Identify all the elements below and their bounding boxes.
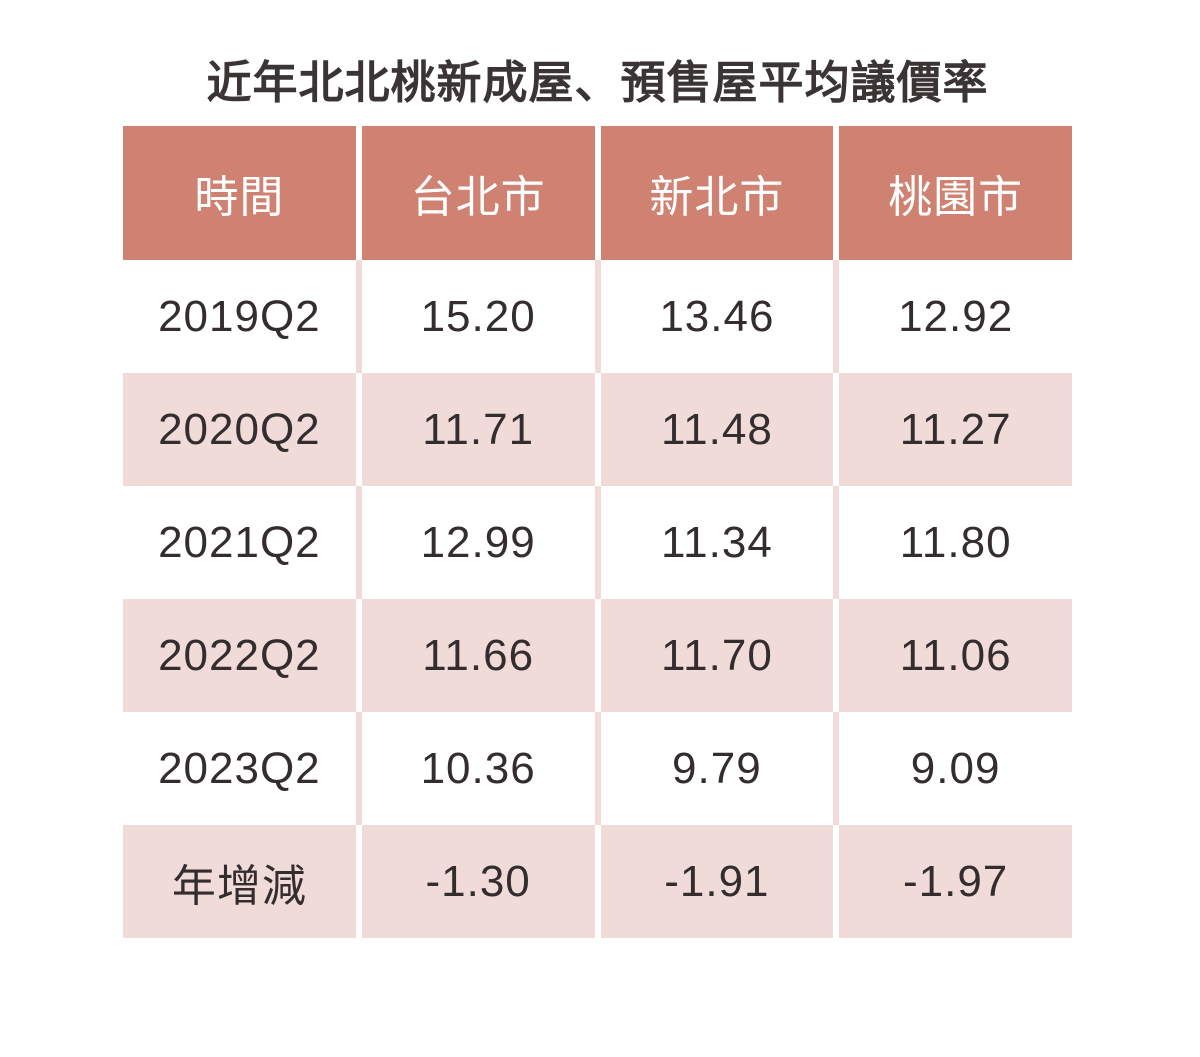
value-cell: -1.97 [839, 825, 1072, 938]
value-cell: 11.71 [361, 373, 595, 486]
value-cell: 15.20 [361, 260, 595, 373]
header-cell-taoyuan: 桃園市 [839, 126, 1072, 260]
row-label: 2020Q2 [123, 373, 356, 486]
negotiation-rate-table: 時間 台北市 新北市 桃園市 2019Q2 15.20 13.46 12.92 … [123, 126, 1072, 938]
row-label: 2021Q2 [123, 486, 356, 599]
value-cell: 11.48 [600, 373, 834, 486]
value-cell: 11.06 [839, 599, 1072, 712]
value-cell: 10.36 [361, 712, 595, 825]
page-title: 近年北北桃新成屋、預售屋平均議價率 [206, 57, 989, 108]
table-header-row: 時間 台北市 新北市 桃園市 [123, 126, 1072, 260]
table-row-2020q2: 2020Q2 11.71 11.48 11.27 [123, 373, 1072, 486]
value-cell: -1.30 [361, 825, 595, 938]
table-row-2019q2: 2019Q2 15.20 13.46 12.92 [123, 260, 1072, 373]
row-label: 2023Q2 [123, 712, 356, 825]
header-cell-time: 時間 [123, 126, 356, 260]
value-cell: 11.66 [361, 599, 595, 712]
value-cell: 9.79 [600, 712, 834, 825]
row-label: 2022Q2 [123, 599, 356, 712]
value-cell: 11.70 [600, 599, 834, 712]
value-cell: -1.91 [600, 825, 834, 938]
value-cell: 13.46 [600, 260, 834, 373]
header-cell-newtaipei: 新北市 [600, 126, 834, 260]
value-cell: 9.09 [839, 712, 1072, 825]
value-cell: 12.99 [361, 486, 595, 599]
value-cell: 11.34 [600, 486, 834, 599]
table-row-2023q2: 2023Q2 10.36 9.79 9.09 [123, 712, 1072, 825]
table-figure: 近年北北桃新成屋、預售屋平均議價率 時間 台北市 新北市 桃園市 2019Q2 … [123, 52, 1072, 938]
row-label: 2019Q2 [123, 260, 356, 373]
table-row-2021q2: 2021Q2 12.99 11.34 11.80 [123, 486, 1072, 599]
row-label: 年增減 [123, 825, 356, 938]
value-cell: 11.80 [839, 486, 1072, 599]
header-cell-taipei: 台北市 [361, 126, 595, 260]
value-cell: 11.27 [839, 373, 1072, 486]
table-row-2022q2: 2022Q2 11.66 11.70 11.06 [123, 599, 1072, 712]
value-cell: 12.92 [839, 260, 1072, 373]
table-row-yoy-change: 年增減 -1.30 -1.91 -1.97 [123, 825, 1072, 938]
